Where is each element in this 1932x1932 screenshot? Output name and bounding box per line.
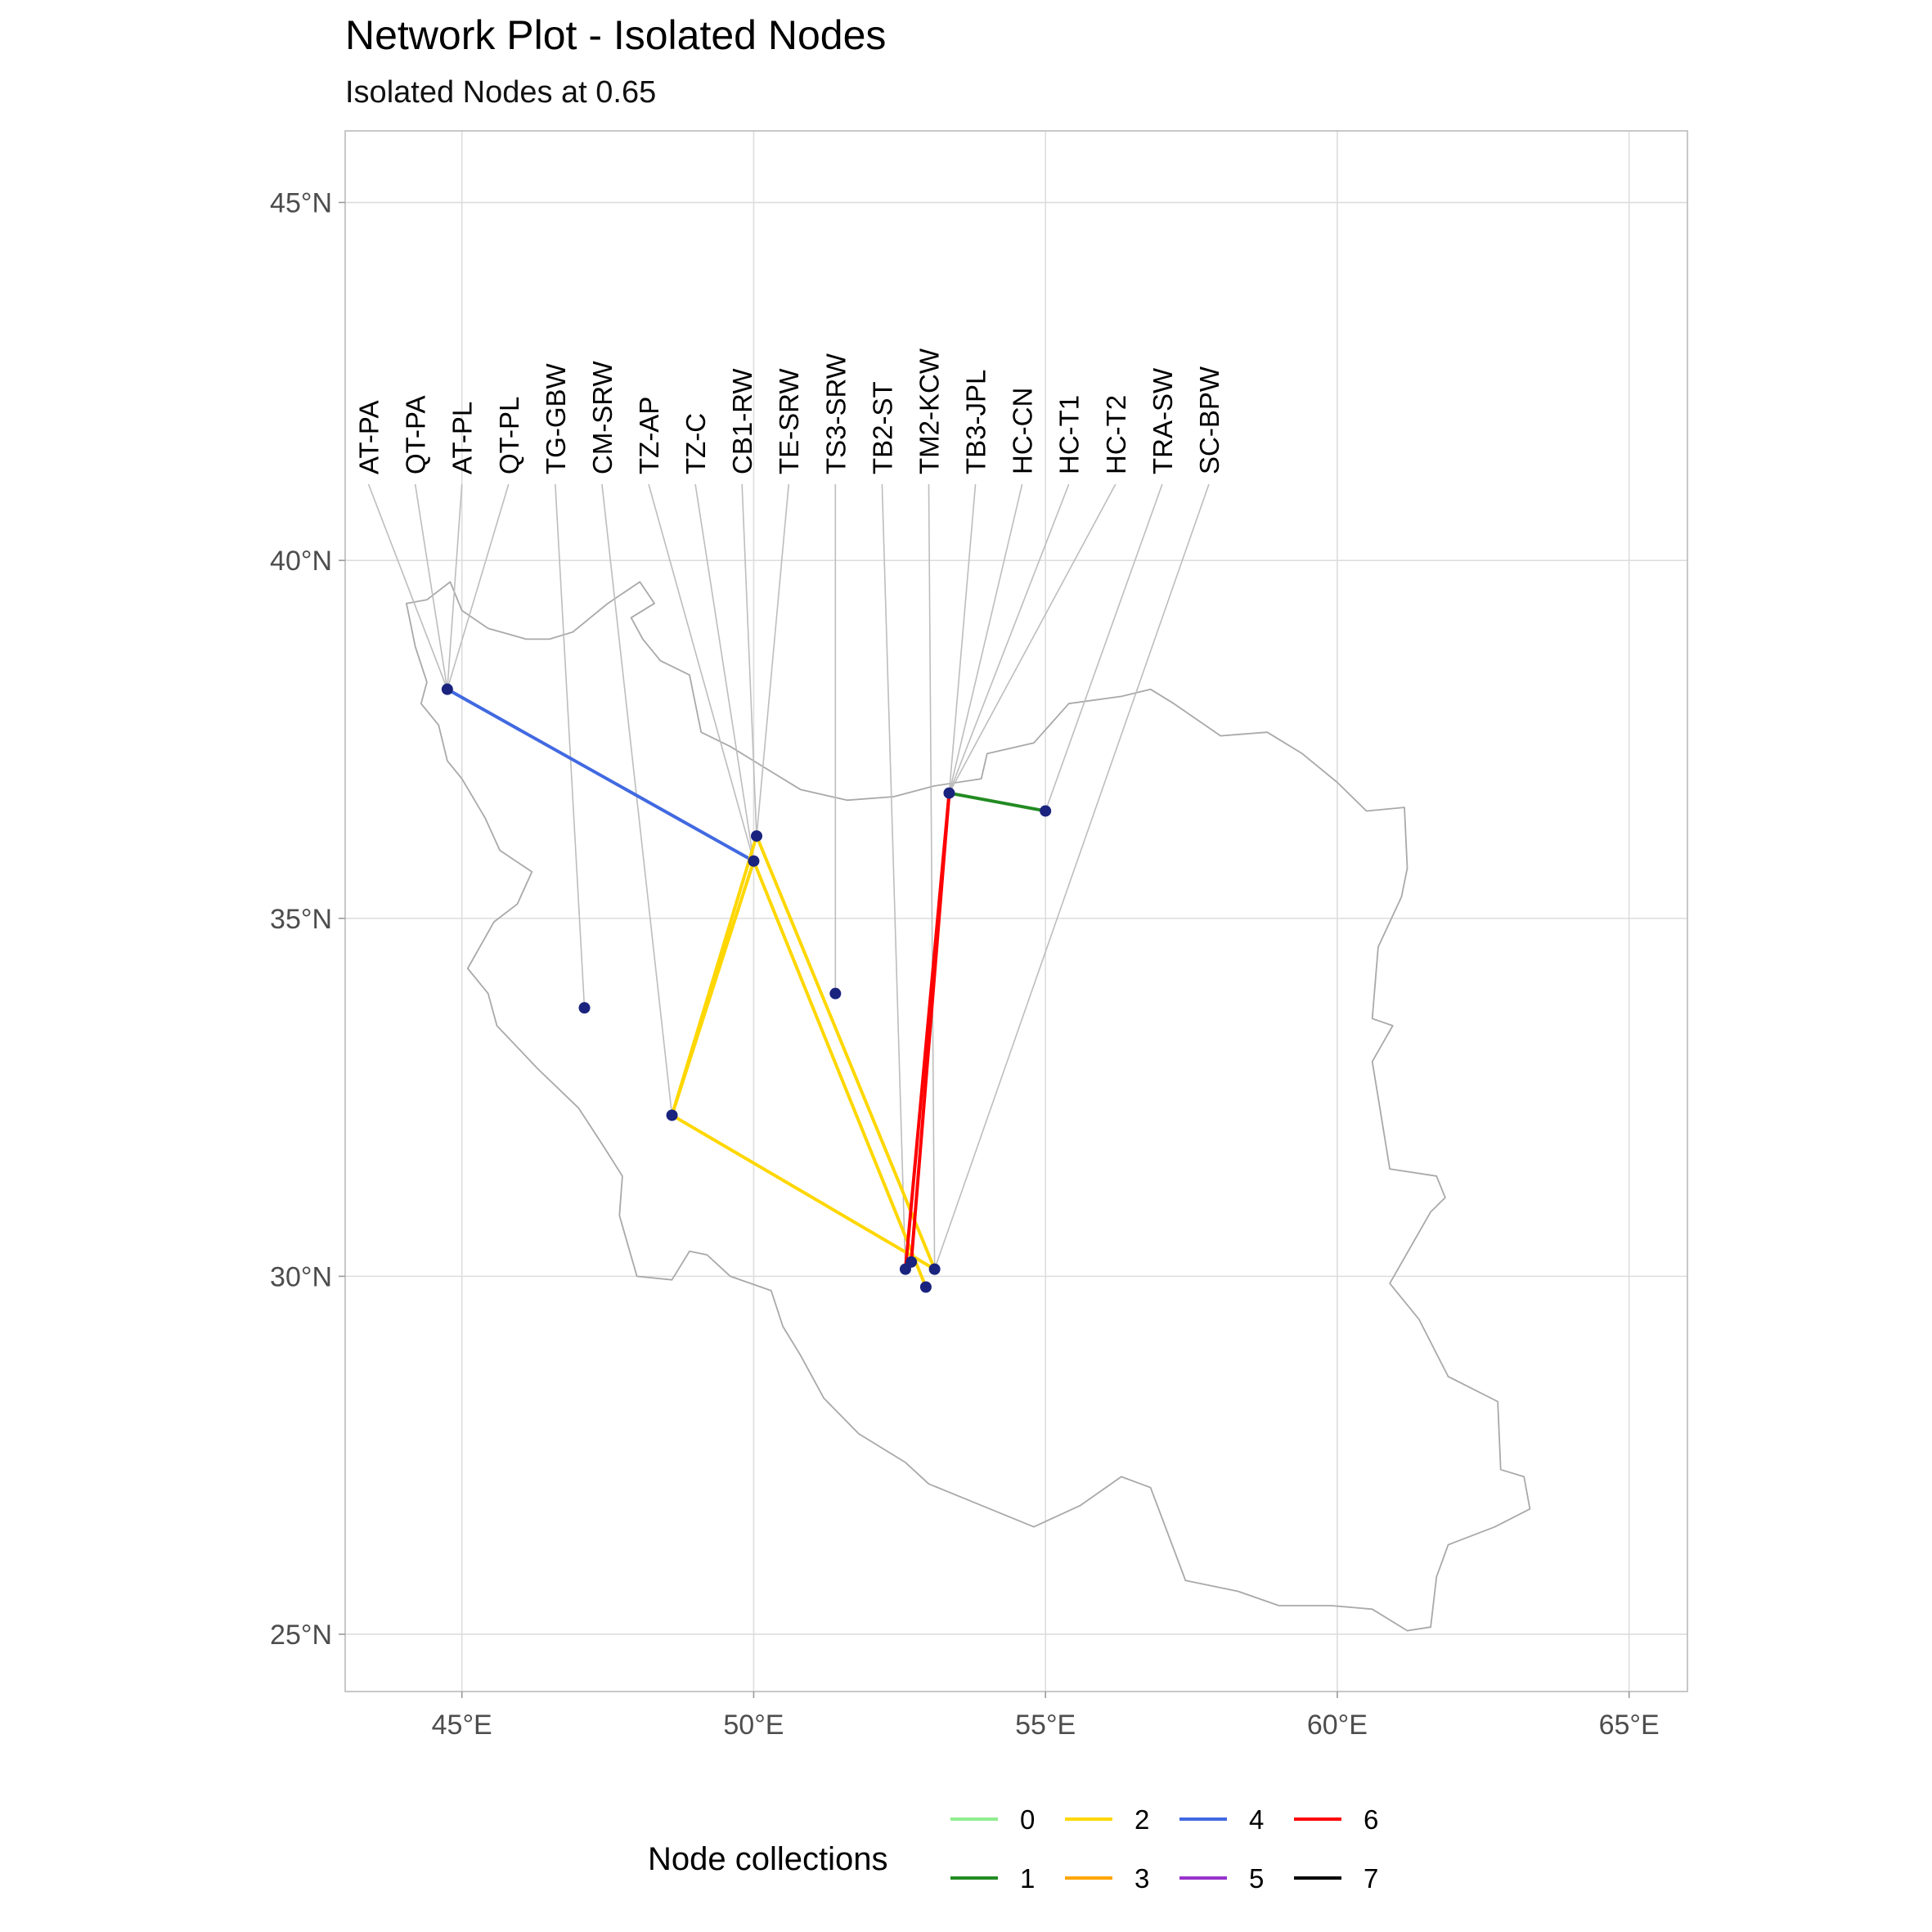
x-tick-label: 60°E xyxy=(1307,1710,1368,1741)
network-nodes xyxy=(441,683,1052,1293)
node-label: QT-PA xyxy=(401,395,431,474)
leader-line xyxy=(414,483,448,690)
node-label: TE-SRW xyxy=(774,368,804,474)
legend-label-0: 0 xyxy=(1020,1804,1035,1835)
network-edge xyxy=(910,791,951,1264)
leader-line xyxy=(741,483,757,837)
node-labels: AT-PA QT-PA AT-PL QT-PL TG-GBW CM-SRW TZ-AP TZ-… xyxy=(354,348,1224,474)
network-node xyxy=(829,987,842,1000)
node-label: HC-CN xyxy=(1008,388,1038,474)
node-label: TM2-KCW xyxy=(914,348,944,474)
legend-label-1: 1 xyxy=(1020,1863,1035,1894)
panel-border xyxy=(344,130,1688,1692)
legend-label-2: 2 xyxy=(1134,1804,1149,1835)
leader-line xyxy=(648,483,755,861)
node-label: TG-GBW xyxy=(541,363,571,474)
node-label: CM-SRW xyxy=(587,360,618,474)
node-label: CB1-RW xyxy=(727,368,757,474)
node-label: TZ-AP xyxy=(634,397,664,474)
network-edge xyxy=(670,859,756,1117)
legend: Node collections 0 1 2 3 4 5 6 7 xyxy=(648,1804,1378,1894)
node-label: TZ-C xyxy=(681,413,711,474)
plot-title: Network Plot - Isolated Nodes xyxy=(345,12,887,58)
network-edge xyxy=(670,1113,937,1271)
network-node xyxy=(748,855,760,867)
y-tick-label: 35°N xyxy=(270,904,332,935)
node-label: TS3-SRW xyxy=(820,353,851,474)
leader-line xyxy=(756,483,790,837)
node-label: QT-PL xyxy=(494,397,524,474)
network-node xyxy=(928,1263,941,1275)
node-label: AT-PA xyxy=(354,401,384,474)
network-node xyxy=(666,1109,678,1121)
node-label: HC-T1 xyxy=(1054,395,1085,474)
network-node xyxy=(905,1256,918,1268)
node-label: AT-PL xyxy=(447,402,478,474)
legend-title: Node collections xyxy=(648,1841,888,1877)
network-edges xyxy=(445,687,1048,1289)
network-node xyxy=(943,787,955,799)
leader-line xyxy=(1045,483,1163,811)
leader-line xyxy=(601,483,673,1116)
node-label: HC-T2 xyxy=(1101,395,1131,474)
y-tick-label: 30°N xyxy=(270,1261,332,1292)
leader-line xyxy=(447,483,510,690)
network-edge xyxy=(752,859,928,1289)
grid-lines xyxy=(344,130,1688,1692)
leader-line xyxy=(948,483,1070,793)
legend-label-4: 4 xyxy=(1249,1804,1264,1835)
x-tick-label: 45°E xyxy=(432,1710,492,1741)
network-edge xyxy=(445,687,756,863)
node-label: TB2-ST xyxy=(867,381,897,474)
leader-line xyxy=(367,483,448,690)
x-tick-label: 55°E xyxy=(1015,1710,1076,1741)
x-tick-label: 65°E xyxy=(1599,1710,1660,1741)
legend-label-7: 7 xyxy=(1364,1863,1378,1894)
network-node xyxy=(1040,805,1052,817)
leader-line xyxy=(694,483,755,861)
leader-line xyxy=(928,483,936,1269)
label-leader-lines xyxy=(367,483,1210,1269)
legend-label-5: 5 xyxy=(1249,1863,1264,1894)
network-node xyxy=(919,1281,932,1293)
network-node xyxy=(441,683,453,695)
legend-label-3: 3 xyxy=(1134,1863,1149,1894)
y-tick-label: 45°N xyxy=(270,188,332,219)
leader-line xyxy=(881,483,906,1269)
network-node xyxy=(751,830,763,842)
node-label: TRA-SW xyxy=(1148,367,1178,474)
country-border xyxy=(405,581,1531,1632)
leader-line xyxy=(555,483,586,1009)
leader-line xyxy=(948,483,1023,793)
network-edge xyxy=(947,791,1048,813)
axis-ticks: 45°E 50°E 55°E 60°E 65°E 25°N 30°N 35°N 40°N 45°N xyxy=(270,188,1660,1741)
leader-line xyxy=(948,483,1117,793)
y-tick-label: 40°N xyxy=(270,546,332,577)
plot-subtitle: Isolated Nodes at 0.65 xyxy=(345,75,657,110)
network-node xyxy=(578,1002,591,1014)
legend-label-6: 6 xyxy=(1364,1804,1378,1835)
network-edge xyxy=(755,834,937,1271)
leader-line xyxy=(933,483,1210,1269)
node-label: SC-BPW xyxy=(1194,366,1224,474)
iran-border xyxy=(405,581,1531,1632)
x-tick-label: 50°E xyxy=(723,1710,784,1741)
leader-line xyxy=(447,483,463,690)
node-label: TB3-JPL xyxy=(961,370,991,474)
leader-line xyxy=(948,483,977,793)
y-tick-label: 25°N xyxy=(270,1620,332,1651)
